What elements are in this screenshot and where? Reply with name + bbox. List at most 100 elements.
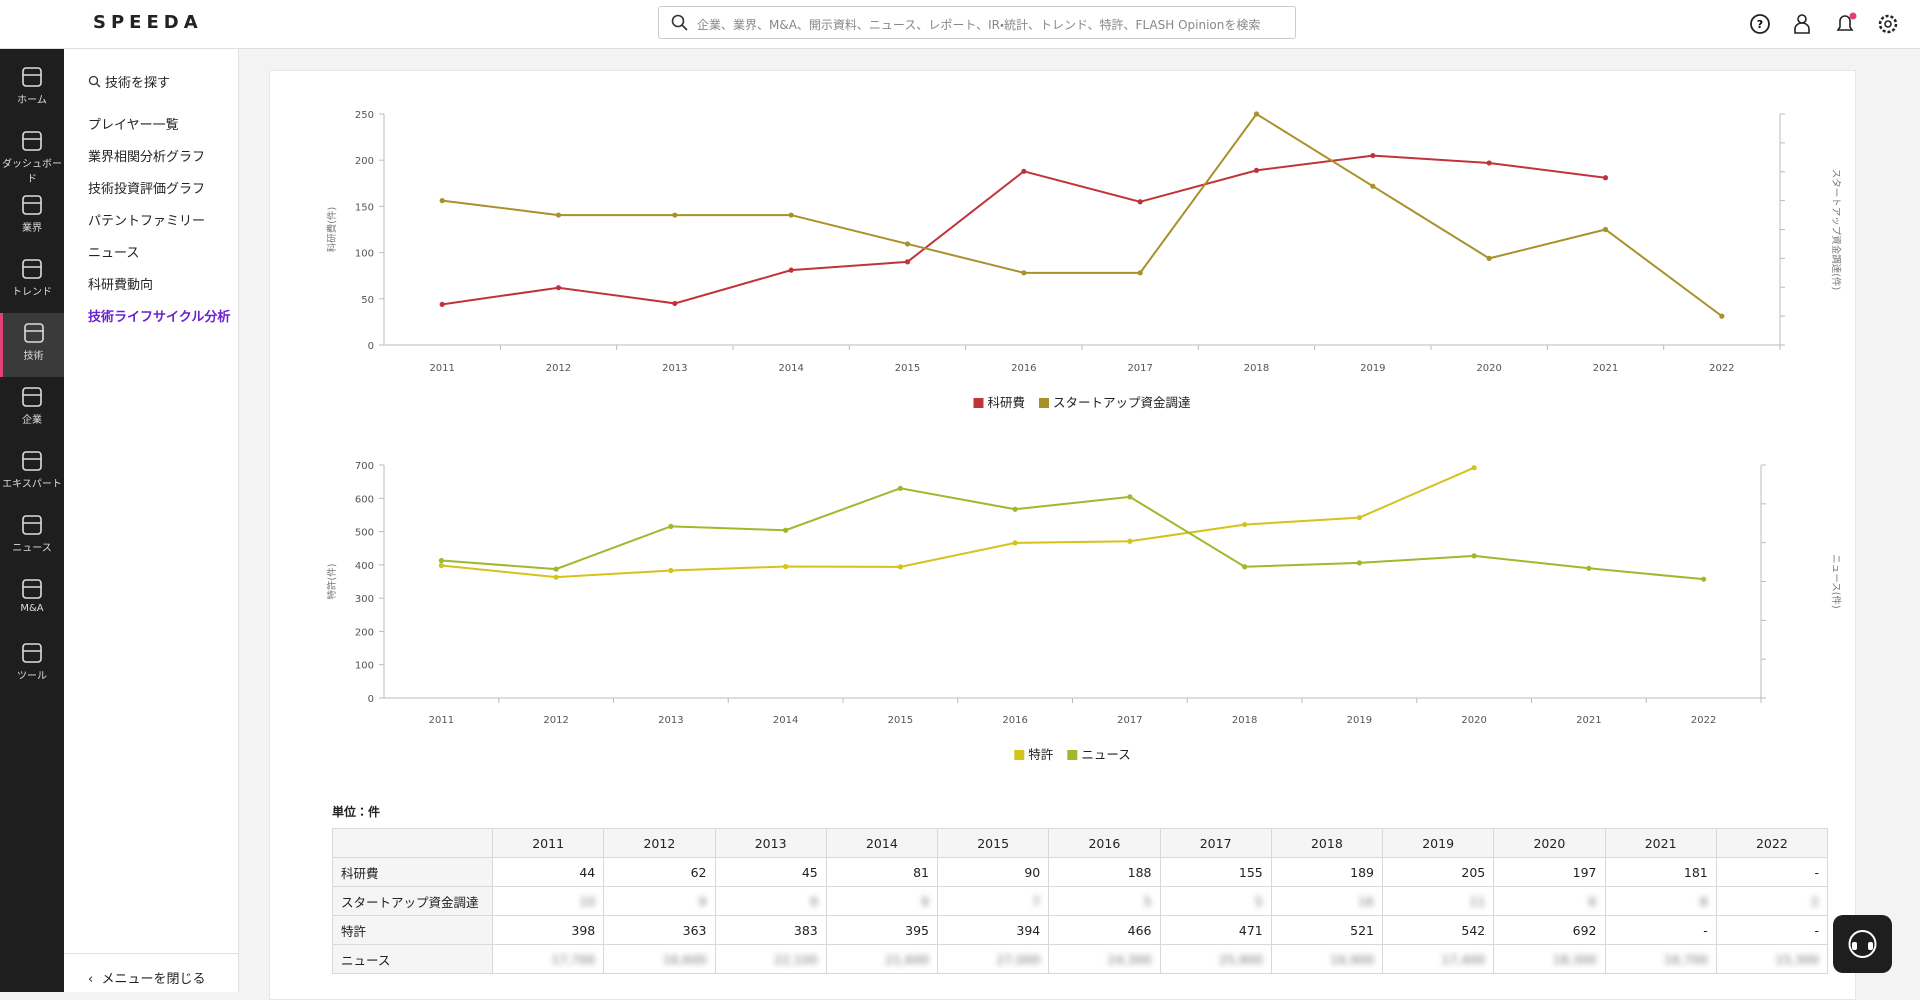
data-point (1356, 514, 1362, 521)
data-point (1127, 538, 1133, 544)
nav-label: ダッシュボード (2, 159, 62, 185)
data-point (1486, 255, 1492, 261)
y-tick-label: 250 (355, 110, 374, 121)
data-point (1356, 560, 1362, 566)
nav-label: ホーム (17, 95, 47, 106)
row-label: 科研費 (332, 857, 493, 887)
nav-label: 業界 (22, 223, 42, 234)
top-bar: SPEEDA 企業、業界、M&A、開示資料、ニュース、レポート、IR・統計、トレ… (0, 0, 1920, 49)
nav-item[interactable]: 企業 (0, 377, 64, 441)
data-point (439, 301, 445, 307)
legend-swatch (973, 398, 984, 408)
data-point (555, 212, 562, 218)
tech-search-label: 技術を探す (105, 76, 171, 91)
series-line (441, 487, 1704, 581)
table-cell: 5 (1048, 886, 1161, 916)
table-cell: 6 (1493, 886, 1606, 916)
year-header: 2022 (1715, 828, 1829, 858)
table-cell: 197 (1493, 857, 1606, 887)
nav-item[interactable]: 技術 (0, 313, 64, 377)
tech-search[interactable]: 技術を探す (88, 72, 170, 91)
table-cell: 62 (603, 857, 716, 887)
nav-icon (22, 67, 42, 87)
menu-item[interactable]: 技術投資評価グラフ (88, 182, 206, 197)
x-tick-label: 2015 (888, 715, 913, 726)
table-cell: 16,700 (1604, 944, 1717, 974)
table-cell: 9 (714, 886, 827, 916)
x-tick-label: 2013 (658, 715, 683, 726)
y-tick-label: 700 (355, 461, 374, 472)
logo[interactable]: SPEEDA (93, 12, 203, 33)
data-point (1012, 540, 1018, 546)
data-point (668, 567, 674, 574)
table-cell: 189 (1270, 857, 1384, 887)
data-point (1602, 175, 1609, 181)
y-tick-label: 600 (355, 494, 374, 505)
nav-item[interactable]: ツール (0, 633, 64, 697)
data-point (1253, 111, 1260, 117)
table-cell: 17,700 (491, 944, 605, 974)
table-cell: 27,000 (936, 944, 1050, 974)
data-point (897, 485, 903, 491)
chat-button[interactable] (1833, 915, 1892, 973)
table-header: 2011 2012 2013 2014 2015 2016 2017 2018 2019 2020… (332, 828, 1829, 858)
x-tick-label: 2013 (662, 363, 687, 374)
table-cell: 466 (1048, 915, 1161, 945)
menu-item[interactable]: パテントファミリー (88, 214, 206, 229)
data-point (1127, 494, 1133, 500)
help-icon[interactable]: ? (1750, 14, 1770, 34)
bell-icon[interactable] (1836, 12, 1857, 31)
svg-text:?: ? (1757, 18, 1763, 31)
nav-item[interactable]: ニュース (0, 505, 64, 569)
data-point (553, 566, 559, 572)
corner-cell (332, 828, 493, 858)
data-point (1242, 521, 1248, 528)
data-point (1701, 576, 1707, 582)
nav-icon (23, 323, 44, 343)
nav-label: 企業 (22, 415, 42, 426)
table-cell: 181 (1604, 857, 1717, 887)
nav-item[interactable]: ダッシュボード (0, 121, 64, 185)
table-cell: 81 (825, 857, 939, 887)
top-icons: ? (1750, 12, 1898, 34)
nav-item[interactable]: エキスパート (0, 441, 64, 505)
menu-item[interactable]: 科研費動向 (88, 278, 154, 293)
nav-item[interactable]: トレンド (0, 249, 64, 313)
table-cell: 521 (1270, 915, 1384, 945)
search-icon (88, 75, 101, 88)
table-cell: 10 (491, 886, 605, 916)
menu-item[interactable]: ニュース (88, 246, 140, 261)
nav-item[interactable]: ホーム (0, 57, 64, 121)
legend-swatch (1014, 750, 1025, 760)
legend-label: 特許 (1028, 747, 1054, 762)
search-box[interactable]: 企業、業界、M&A、開示資料、ニュース、レポート、IR・統計、トレンド、特許、F… (658, 6, 1296, 39)
data-point (553, 574, 559, 580)
series-line (442, 154, 1606, 306)
table-cell: 5 (1159, 886, 1272, 916)
table-cell: 45 (714, 857, 827, 887)
menu-item[interactable]: 技術ライフサイクル分析 (88, 310, 231, 325)
table-cell: 398 (491, 915, 605, 945)
data-point (904, 241, 911, 247)
table-cell: 9 (825, 886, 939, 916)
legend-swatch (1039, 398, 1049, 408)
menu-item[interactable]: 業界相関分析グラフ (88, 150, 206, 165)
table-cell: 395 (825, 915, 939, 945)
y-axis-label: 特許(件) (326, 564, 338, 600)
data-point (1602, 226, 1609, 233)
table-cell: 9 (603, 886, 716, 916)
data-point (1471, 553, 1477, 559)
nav-item[interactable]: 業界 (0, 185, 64, 249)
data-point (555, 285, 562, 291)
table-cell: 22,100 (714, 944, 827, 974)
settings-icon[interactable] (1878, 14, 1898, 34)
nav-item[interactable]: M&A (0, 569, 64, 633)
x-tick-label: 2014 (773, 715, 798, 726)
user-icon[interactable] (1794, 14, 1810, 34)
menu-item[interactable]: プレイヤー一覧 (88, 118, 179, 133)
table-cell: 11 (1381, 886, 1495, 916)
close-menu[interactable]: ‹ メニューを閉じる (64, 953, 239, 987)
data-point (1370, 183, 1376, 189)
y2-axis-label: ニュース(件) (1830, 554, 1842, 608)
year-header: 2013 (714, 828, 827, 858)
